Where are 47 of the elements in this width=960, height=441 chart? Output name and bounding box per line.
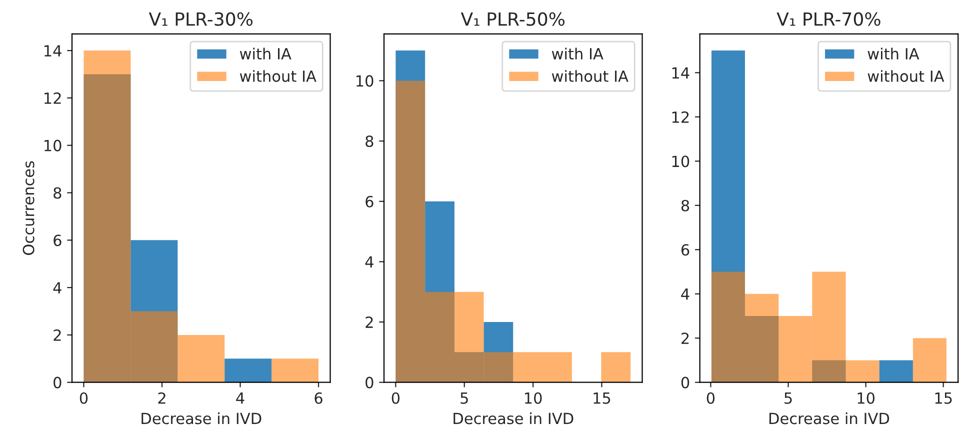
y-tick-label: 8 [366, 136, 374, 148]
x-tick-label: 10 [858, 392, 874, 404]
x-tick-label: 10 [524, 392, 542, 404]
x-tick-label: 0 [706, 392, 715, 404]
y-tick-label: 0 [54, 376, 62, 388]
y-tick-label: 10 [44, 140, 62, 152]
y-tick-label: 10 [356, 75, 374, 87]
x-tick-label: 2 [158, 392, 166, 404]
y-tick-label: 0 [366, 376, 374, 388]
x-tick-label: 4 [236, 392, 244, 404]
y-tick-label: 10 [672, 156, 690, 168]
x-axis-title: Decrease in IVD [142, 412, 262, 424]
x-tick-label: 5 [784, 392, 792, 404]
x-tick-label: 6 [314, 392, 322, 404]
x-tick-label: 0 [392, 392, 400, 404]
y-tick-label: 6 [366, 196, 374, 208]
x-axis-title: Decrease in IVD [454, 412, 574, 424]
y-axis-title: Occurrences [22, 161, 34, 255]
y-tick-label: 14 [44, 45, 62, 56]
y-tick-label: 4 [365, 256, 374, 268]
legend-label: with IA [552, 48, 604, 60]
y-tick-label: 4 [53, 282, 62, 294]
y-tick-label: 2 [366, 316, 373, 328]
chart-title: V₁ PLR-50% [460, 12, 564, 26]
y-tick-label: 8 [681, 200, 690, 212]
x-tick-label: 15 [594, 392, 610, 404]
legend-label: with IA [868, 48, 920, 60]
x-axis-title: Decrease in IVD [769, 412, 890, 424]
legend-label: without IA [240, 70, 316, 82]
legend-label: without IA [868, 70, 944, 82]
chart-title: V₁ PLR-30% [148, 12, 252, 26]
x-tick-label: 15 [935, 392, 952, 404]
x-tick-label: 5 [460, 392, 468, 404]
y-tick-label: 0 [681, 376, 690, 388]
y-tick-label: 6 [54, 234, 62, 246]
y-tick-label: 12 [44, 92, 61, 104]
y-tick-label: 6 [681, 244, 690, 256]
legend-label: with IA [240, 48, 292, 60]
x-tick-label: 0 [80, 392, 88, 404]
y-tick-label: 4 [681, 288, 690, 300]
y-tick-label: 8 [54, 187, 62, 199]
y-tick-label: 12 [672, 111, 689, 123]
y-tick-label: 2 [54, 329, 61, 341]
legend-label: without IA [552, 70, 628, 82]
y-tick-label: 2 [682, 332, 689, 344]
y-tick-label: 14 [672, 67, 690, 78]
chart-title: V₁ PLR-70% [776, 12, 880, 26]
